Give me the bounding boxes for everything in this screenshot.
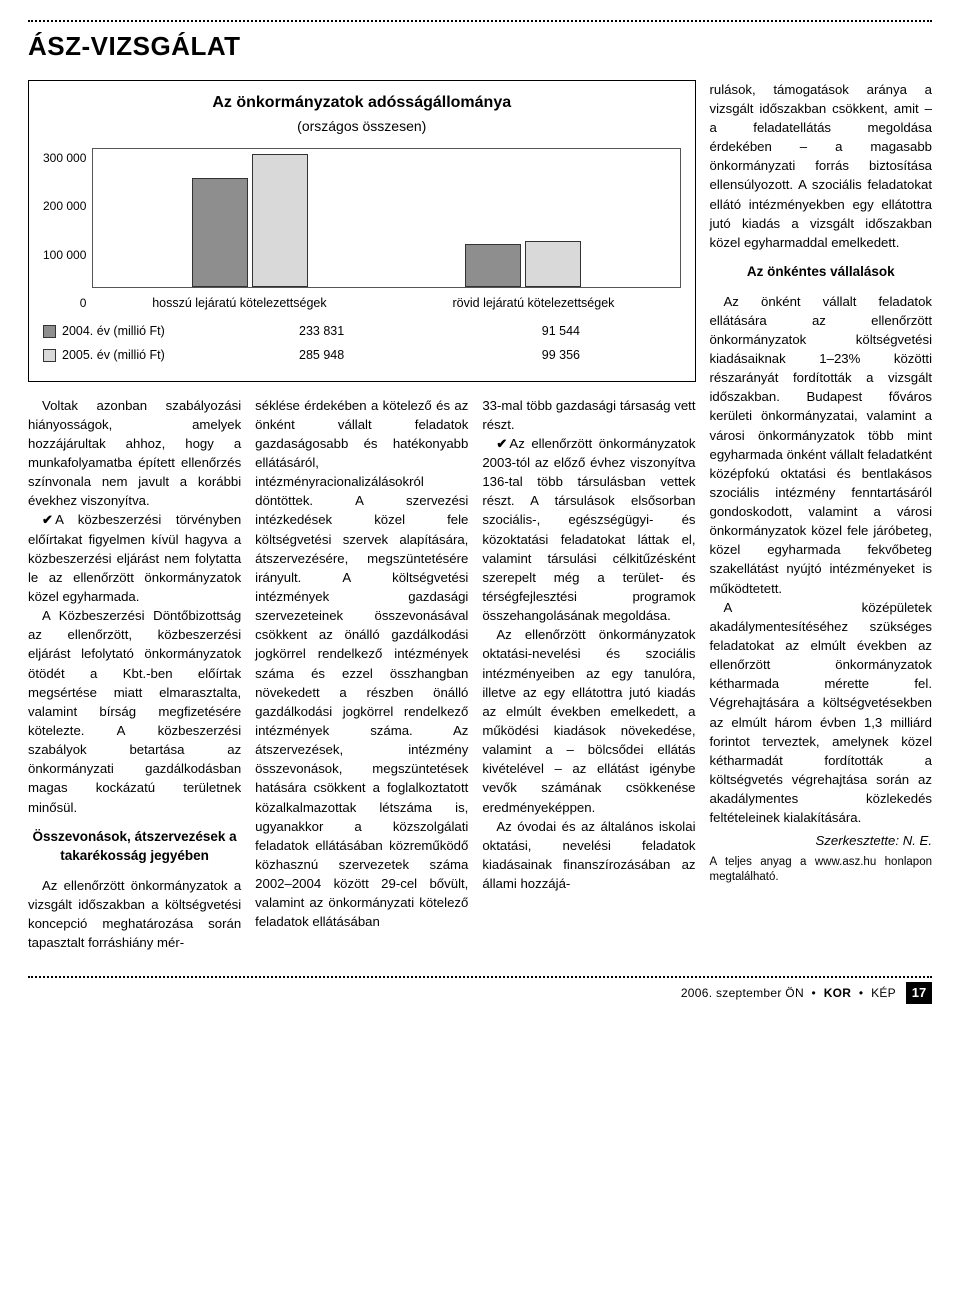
chart-body: 300 000 200 000 100 000 0 hosszú lejárat…	[43, 148, 681, 312]
legend-value: 99 356	[441, 346, 680, 364]
x-category: hosszú lejáratú kötelezettségek	[110, 294, 369, 312]
subheading: Az önkéntes vállalások	[710, 262, 933, 282]
left-block: Az önkormányzatok adósságállománya (orsz…	[28, 80, 696, 953]
footer-mid: KOR	[824, 986, 852, 1000]
para: rulások, támogatások aránya a vizsgált i…	[710, 80, 933, 252]
check-icon: ✔	[496, 436, 509, 451]
bar	[525, 241, 581, 287]
legend-value: 285 948	[202, 346, 441, 364]
para-text: Az ellenőrzött önkormányzatok 2003-tól a…	[482, 436, 695, 623]
ytick: 100 000	[43, 247, 86, 264]
text-columns-1-3: Voltak azonban szabályozási hiányosságok…	[28, 396, 696, 953]
x-axis: hosszú lejáratú kötelezettségek rövid le…	[92, 294, 680, 312]
bar-group	[192, 154, 308, 287]
chart-data-row: 2005. év (millió Ft)285 94899 356	[43, 346, 681, 364]
plot-wrap: hosszú lejáratú kötelezettségek rövid le…	[92, 148, 680, 312]
bar	[192, 178, 248, 287]
column-2: séklése érdekében a kötelező és az önkén…	[255, 396, 468, 953]
legend-label: 2004. év (millió Ft)	[62, 322, 202, 340]
chart-box: Az önkormányzatok adósságállománya (orsz…	[28, 80, 696, 382]
bar	[465, 244, 521, 287]
para: Az önként vállalt feladatok ellátására a…	[710, 292, 933, 598]
para: A Közbeszerzési Döntőbizottság az ellenő…	[28, 606, 241, 817]
y-axis: 300 000 200 000 100 000 0	[43, 148, 92, 312]
bar	[252, 154, 308, 287]
legend-value: 91 544	[441, 322, 680, 340]
footer-text: 2006. szeptember ÖN • KOR • KÉP	[681, 985, 896, 1002]
column-1: Voltak azonban szabályozási hiányosságok…	[28, 396, 241, 953]
page-footer: 2006. szeptember ÖN • KOR • KÉP 17	[28, 976, 932, 1004]
para: A középületek akadálymentesítéséhez szük…	[710, 598, 933, 828]
footer-dotted-rule	[28, 976, 932, 978]
para: Az óvodai és az általános iskolai oktatá…	[482, 817, 695, 894]
column-3: 33-mal több gazdasági társaság vett rész…	[482, 396, 695, 953]
footer-dot: •	[859, 986, 864, 1000]
legend-value: 233 831	[202, 322, 441, 340]
chart-subtitle: (országos összesen)	[43, 116, 681, 136]
page-number: 17	[906, 982, 932, 1004]
check-icon: ✔	[42, 512, 55, 527]
para: ✔Az ellenőrzött önkormányzatok 2003-tól …	[482, 434, 695, 625]
credit-text: Szerkesztette: N. E.	[815, 833, 932, 848]
para-text: A közbeszerzési törvényben előírtakat fi…	[28, 512, 241, 604]
para: ✔A közbeszerzési törvényben előírtakat f…	[28, 510, 241, 606]
footer-row: 2006. szeptember ÖN • KOR • KÉP 17	[28, 982, 932, 1004]
footer-dot: •	[812, 986, 817, 1000]
x-category: rövid lejáratú kötelezettségek	[404, 294, 663, 312]
footer-right: KÉP	[871, 986, 896, 1000]
chart-title: Az önkormányzatok adósságállománya	[43, 91, 681, 114]
bar-group	[465, 241, 581, 287]
column-4: rulások, támogatások aránya a vizsgált i…	[710, 80, 933, 953]
credit-line: Szerkesztette: N. E.	[710, 831, 933, 850]
chart-data-row: 2004. év (millió Ft)233 83191 544	[43, 322, 681, 340]
para: Az ellenőrzött önkormányzatok a vizsgált…	[28, 876, 241, 953]
footer-date: 2006. szeptember ÖN	[681, 986, 804, 1000]
chart-data-rows: 2004. év (millió Ft)233 83191 544 2005. é…	[43, 322, 681, 364]
ytick: 0	[80, 295, 87, 312]
para: Az ellenőrzött önkormányzatok oktatási-n…	[482, 625, 695, 816]
fine-print: A teljes anyag a www.asz.hu honlapon meg…	[710, 855, 933, 886]
legend-swatch	[43, 325, 56, 338]
para: Voltak azonban szabályozási hiányosságok…	[28, 396, 241, 511]
legend-label: 2005. év (millió Ft)	[62, 346, 202, 364]
plot-area	[92, 148, 680, 288]
section-title: ÁSZ-VIZSGÁLAT	[28, 28, 932, 66]
para: 33-mal több gazdasági társaság vett rész…	[482, 396, 695, 434]
subheading: Összevonások, átszervezések a takarékoss…	[28, 827, 241, 866]
ytick: 300 000	[43, 150, 86, 167]
content-columns: Az önkormányzatok adósságállománya (orsz…	[28, 80, 932, 953]
ytick: 200 000	[43, 198, 86, 215]
legend-swatch	[43, 349, 56, 362]
top-dotted-rule	[28, 20, 932, 22]
para: séklése érdekében a kötelező és az önkén…	[255, 396, 468, 932]
